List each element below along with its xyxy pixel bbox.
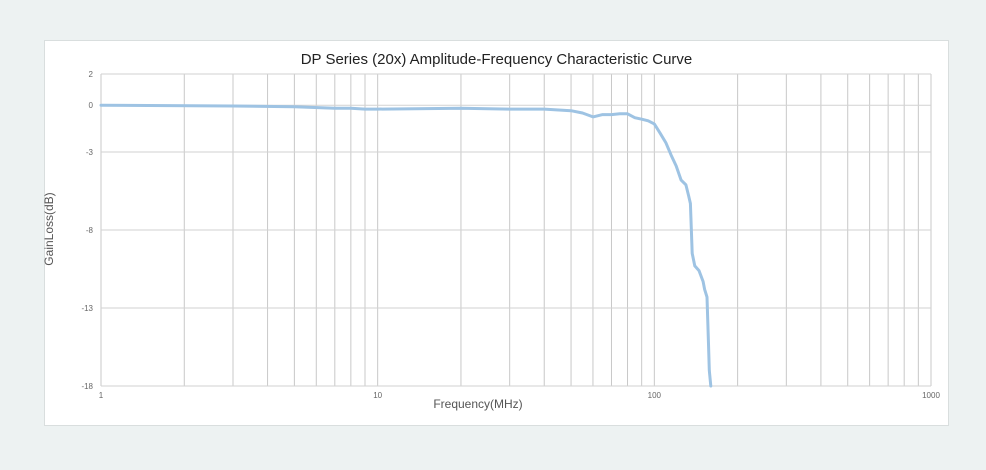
x-tick-label: 10 <box>373 391 382 400</box>
y-tick-label: -8 <box>86 226 94 235</box>
chart-title: DP Series (20x) Amplitude-Frequency Char… <box>300 51 693 68</box>
x-tick-label: 100 <box>648 391 662 400</box>
chart-plot: 2 0 -3 -8 -13 -18 1 10 100 1000 <box>81 70 940 400</box>
x-axis-label: Frequency(MHz) <box>433 397 523 411</box>
y-tick-label: -13 <box>81 304 93 313</box>
series-group <box>99 103 713 388</box>
y-tick-label: 2 <box>89 70 94 79</box>
x-tick-label: 1000 <box>922 391 940 400</box>
y-tick-label: -18 <box>81 382 93 391</box>
tick-labels: 2 0 -3 -8 -13 -18 1 10 100 1000 <box>81 70 940 400</box>
gridlines <box>100 73 932 387</box>
y-tick-label: 0 <box>89 101 94 110</box>
series-line <box>99 103 713 388</box>
y-tick-label: -3 <box>86 148 94 157</box>
x-tick-label: 1 <box>99 391 104 400</box>
y-axis-label: GainLoss(dB) <box>42 192 56 266</box>
chart-card: 2 0 -3 -8 -13 -18 1 10 100 1000 DP Series (20x) A… <box>42 40 949 426</box>
